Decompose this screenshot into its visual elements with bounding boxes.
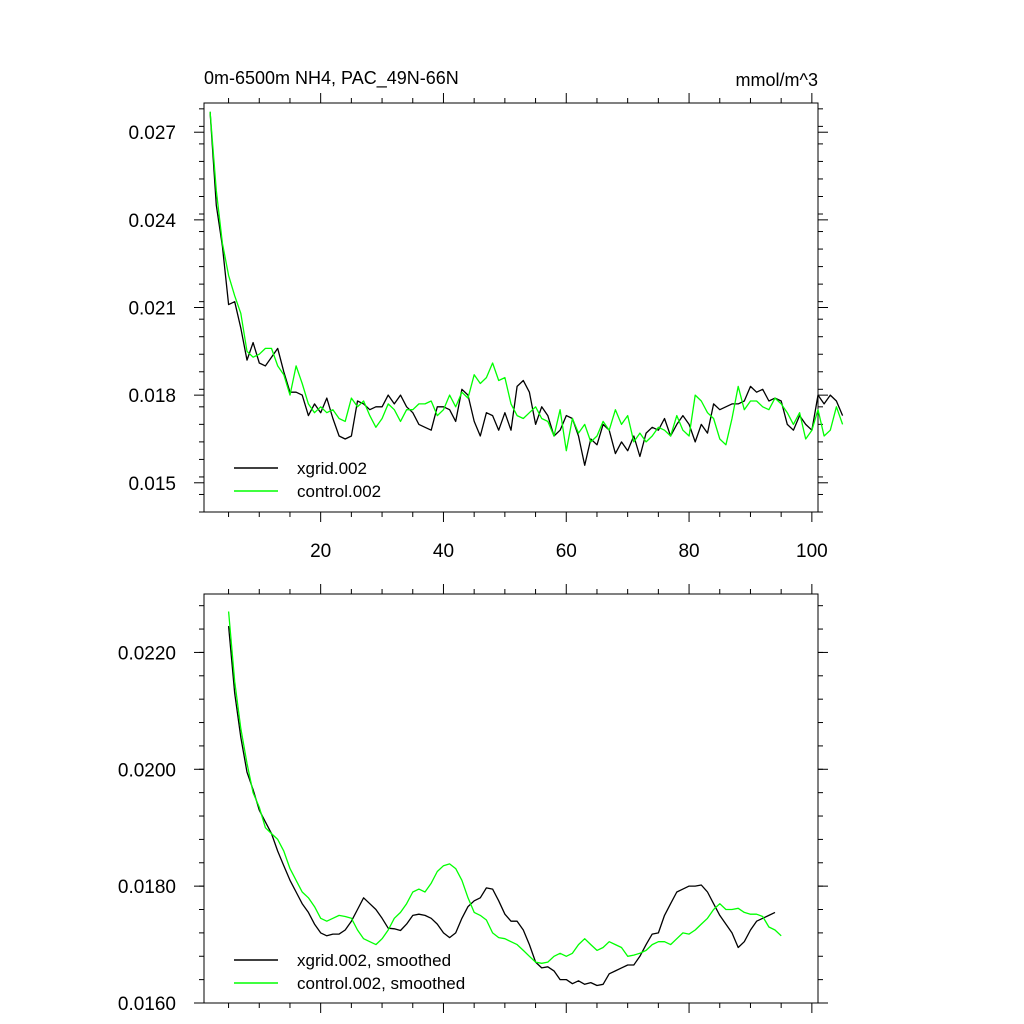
top-legend-label: control.002 <box>297 482 381 501</box>
bottom-legend-label: xgrid.002, smoothed <box>297 951 451 970</box>
bottom-y-tick-label: 0.0180 <box>118 877 176 898</box>
top-x-tick-label: 20 <box>310 541 331 562</box>
top-series-line-xgrid <box>209 111 844 466</box>
bottom-y-tick-label: 0.0160 <box>118 994 176 1015</box>
bottom-axis-ticks: 0.0160 0.0180 0.0200 0.0220 <box>118 584 828 1015</box>
top-x-tick-label: 60 <box>556 541 577 562</box>
bottom-series-group <box>227 611 782 987</box>
top-y-tick-label: 0.021 <box>128 299 176 320</box>
top-series-line-control <box>209 111 844 452</box>
bottom-y-tick-label: 0.0200 <box>118 760 176 781</box>
top-plot-frame <box>203 102 819 513</box>
top-legend: xgrid.002 control.002 <box>234 459 381 501</box>
top-x-tick-label: 40 <box>433 541 454 562</box>
bottom-series-line-control <box>227 611 782 964</box>
top-y-tick-label: 0.018 <box>128 386 176 407</box>
top-x-tick-label: 80 <box>678 541 699 562</box>
top-y-tick-label: 0.015 <box>128 474 176 495</box>
bottom-legend-label: control.002, smoothed <box>297 974 465 993</box>
top-y-tick-label: 0.024 <box>128 211 176 232</box>
bottom-y-tick-label: 0.0220 <box>118 643 176 664</box>
top-chart-title: 0m-6500m NH4, PAC_49N-66N <box>204 68 459 89</box>
top-legend-label: xgrid.002 <box>297 459 367 478</box>
top-series-group <box>209 111 844 466</box>
top-x-tick-label: 100 <box>796 541 828 562</box>
top-y-tick-label: 0.027 <box>128 123 176 144</box>
bottom-series-line-xgrid <box>227 626 776 987</box>
bottom-legend: xgrid.002, smoothed control.002, smoothed <box>234 951 465 993</box>
top-chart-units: mmol/m^3 <box>736 70 818 90</box>
top-axis-ticks: 0.015 0.018 0.021 0.024 0.027 20 40 60 80 100 <box>128 93 828 562</box>
bottom-plot-frame <box>203 593 819 1004</box>
